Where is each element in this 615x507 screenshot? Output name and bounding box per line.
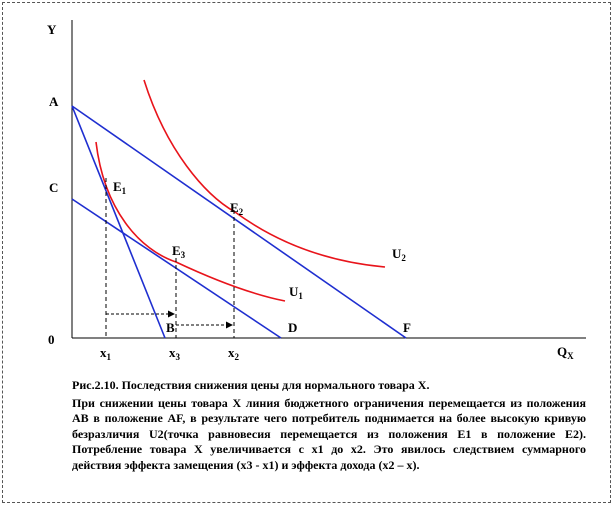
caption-title: Рис.2.10. Последствия снижения цены для … [72,378,430,392]
origin-label: 0 [48,332,55,347]
point-d-label: D [288,320,297,335]
curve-u2-label: U2 [392,246,406,263]
figure-caption: Рис.2.10. Последствия снижения цены для … [72,378,586,473]
point-f-label: F [403,320,411,335]
figure-frame [2,2,611,503]
tick-x2-label: x2 [228,345,240,362]
point-e1-label: E1 [113,179,127,196]
curve-u1-label: U1 [289,284,303,301]
point-a-label: A [49,94,59,109]
y-axis-label: Y [47,22,57,37]
indifference-curve-u2 [143,79,386,268]
point-e2-label: E2 [230,200,244,217]
budget-line-ab [71,105,166,339]
point-e3-label: E3 [172,243,186,260]
point-b-label: B [166,320,175,335]
tick-x1-label: x1 [100,345,112,362]
tick-x3-label: x3 [169,345,181,362]
caption-body: При снижении цены товара X линия бюджетн… [72,395,586,472]
point-c-label: C [49,180,58,195]
x-axis-label: QX [557,344,574,361]
budget-line-af [71,105,407,339]
